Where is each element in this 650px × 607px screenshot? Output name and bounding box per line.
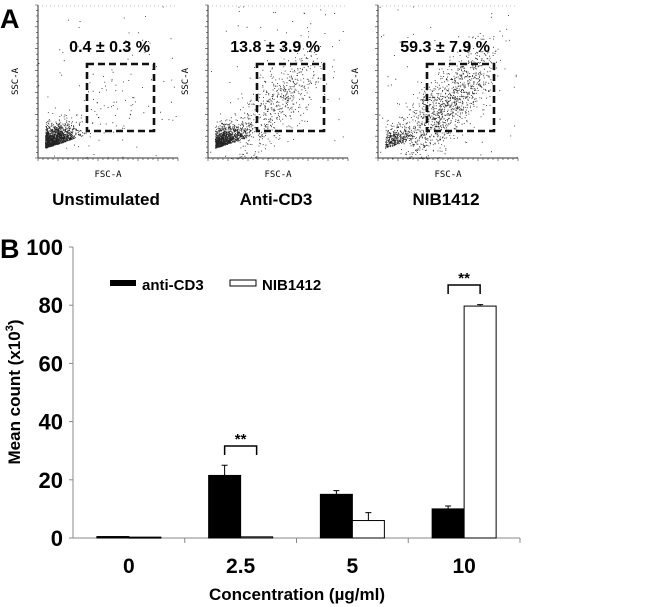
x-axis-label: FSC-A [94,170,122,180]
error-bar [221,464,228,476]
significance-label: ** [235,431,247,448]
bar-nib1412-0 [128,536,162,539]
bar-nib1412-5 [351,520,385,539]
flow-plot-2: 13.8 ± 3.9 % FSC-A SSC-A Anti-CD3 [181,4,349,209]
axis-ticks [205,4,349,161]
bar-nib1412-2.5 [240,536,274,539]
flow-plot-3: 59.3 ± 7.9 % FSC-A SSC-A NIB1412 [351,4,519,209]
error-bar [365,512,372,521]
flow-events-scatter [210,6,344,159]
y-axis-label: SSC-A [11,67,21,95]
gate-rectangle [85,62,156,133]
error-bar [477,304,484,307]
x-axis-label: FSC-A [434,170,462,180]
y-tick-label: 80 [39,293,63,318]
plot-title: Anti-CD3 [240,190,313,209]
legend-label-nib1412: NIB1412 [262,277,321,294]
bar-anti-cd3-5 [319,493,353,539]
bar-anti-cd3-0 [96,536,130,539]
axis-ticks [375,4,519,161]
y-axis-label-end: ) [5,320,24,326]
y-tick-label: 20 [39,468,63,493]
x-axis-label: FSC-A [264,170,292,180]
bar-nib1412-10 [463,305,497,539]
x-axis-label: Concentration (µg/ml) [209,585,385,604]
y-axis-label: SSC-A [181,67,191,95]
flow-events-scatter [379,6,518,159]
error-bar [333,490,340,495]
legend-label-anti-cd3: anti-CD3 [142,277,204,294]
significance-bracket [223,445,258,455]
x-tick-label: 0 [123,555,135,578]
panel-b-bar-chart: 0 20 40 60 80 100 0 2.5 5 10 ** ** anti-CD3 NIB1412 Co… [4,235,521,604]
gate-rectangle [425,62,496,133]
axis-ticks [35,4,179,161]
gate-percent-label: 0.4 ± 0.3 % [69,39,150,56]
x-tick-label: 2.5 [226,555,256,578]
legend-swatch-anti-cd3 [110,280,136,286]
bar-anti-cd3-2.5 [208,474,242,539]
bar-anti-cd3-10 [431,508,465,539]
y-tick-label: 100 [26,235,63,260]
x-tick-label: 10 [452,555,475,578]
plot-title: Unstimulated [52,190,160,209]
y-axis-label: SSC-A [351,67,361,95]
legend-swatch-nib1412 [229,279,257,287]
y-tick-label: 40 [39,410,63,435]
significance-bracket [447,284,481,294]
error-bar [445,505,452,509]
x-tick-label: 5 [347,555,359,578]
y-axis-label: Mean count (x103) [4,320,24,465]
significance-label: ** [458,270,470,287]
panel-a-label: A [0,4,20,34]
flow-plot-1: 0.4 ± 0.3 % FSC-A SSC-A Unstimulated [11,4,179,209]
y-tick-label: 60 [39,351,63,376]
flow-events-scatter [38,6,177,159]
panel-b-label: B [0,234,20,264]
y-axis-label-superscript: 3 [4,325,16,331]
gate-rectangle [255,62,326,133]
gate-percent-label: 59.3 ± 7.9 % [400,39,490,56]
gate-percent-label: 13.8 ± 3.9 % [230,39,320,56]
panel-a: 0.4 ± 0.3 % FSC-A SSC-A Unstimulated 13.8 ± … [11,4,519,209]
plot-title: NIB1412 [412,190,479,209]
y-axis-label-main: Mean count (x10 [5,331,24,464]
y-tick-label: 0 [51,526,63,551]
